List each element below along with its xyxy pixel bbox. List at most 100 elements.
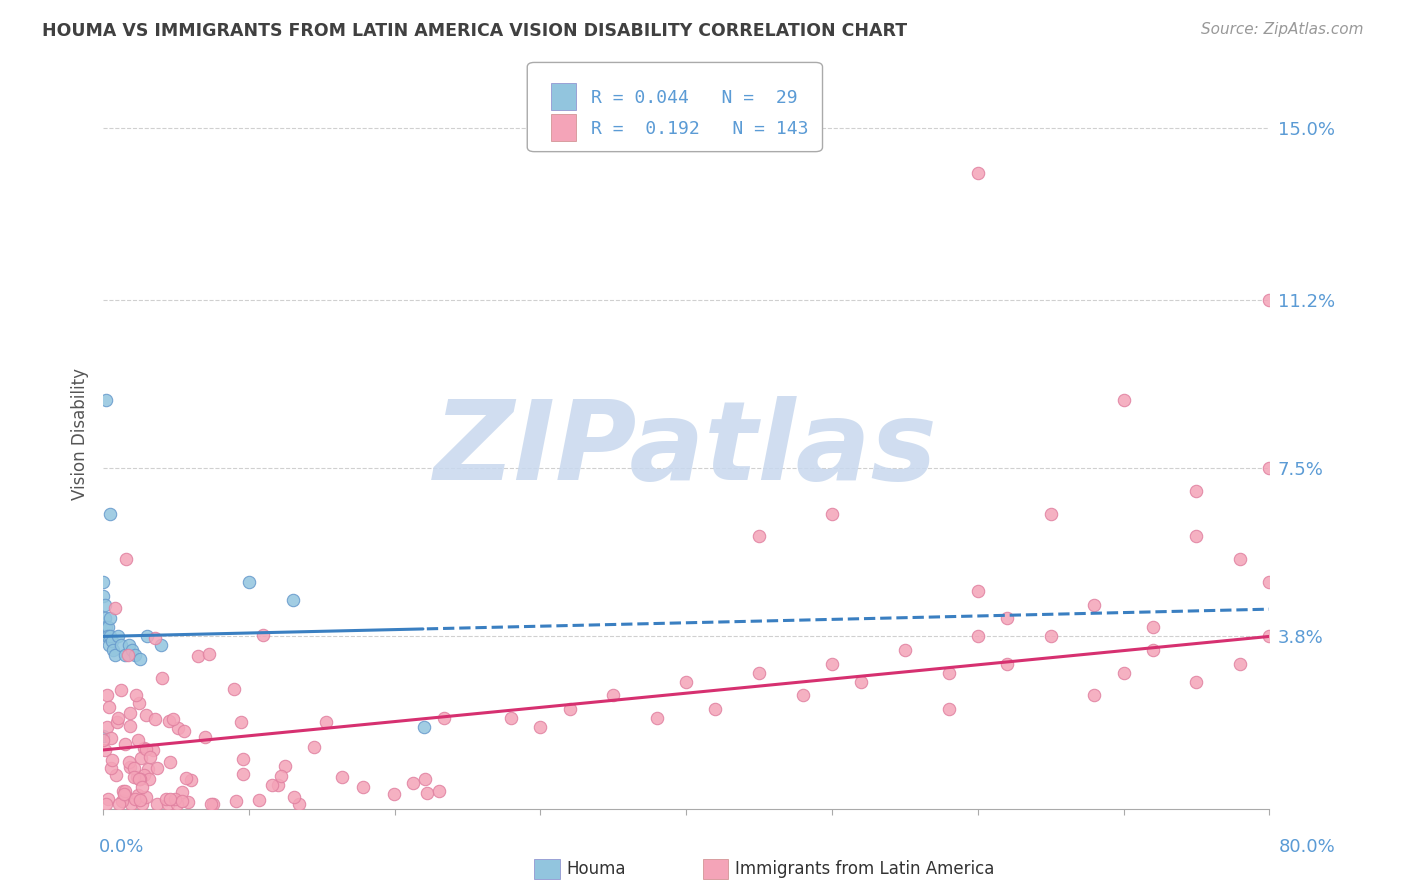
Point (124, 688, 146, 702)
Point (202, 797, 225, 812)
Point (138, 772, 160, 786)
Point (187, 649, 209, 664)
Point (96, 797, 118, 812)
Point (110, 639, 132, 653)
Point (139, 749, 162, 764)
Point (100, 762, 122, 776)
Point (97, 700, 120, 714)
Point (427, 784, 450, 798)
Point (117, 648, 139, 662)
Point (415, 786, 437, 800)
Point (173, 724, 195, 739)
Point (849, 674, 872, 689)
Point (104, 600, 127, 615)
Point (162, 712, 184, 726)
Point (93, 743, 115, 757)
Point (382, 788, 405, 802)
Point (302, 740, 325, 755)
Point (125, 770, 148, 784)
Point (232, 752, 254, 766)
Point (1142, 643, 1164, 657)
Point (200, 797, 222, 812)
Point (91, 732, 114, 747)
Point (1258, 293, 1281, 308)
Point (112, 787, 135, 801)
Point (110, 683, 132, 698)
Point (103, 643, 125, 657)
Point (132, 740, 155, 755)
Point (100, 731, 122, 745)
Text: R =  0.192   N = 143: R = 0.192 N = 143 (591, 120, 808, 138)
Point (1229, 552, 1251, 566)
Point (995, 611, 1018, 625)
Point (128, 696, 150, 710)
Point (283, 790, 305, 805)
Point (118, 706, 141, 720)
Point (894, 643, 917, 657)
Point (1112, 665, 1135, 680)
Point (104, 648, 127, 662)
Point (821, 507, 844, 521)
Point (1258, 574, 1281, 589)
Point (145, 797, 167, 812)
Point (105, 768, 128, 782)
Point (145, 761, 167, 775)
Point (136, 762, 159, 776)
Point (114, 648, 136, 662)
Point (120, 797, 142, 812)
Point (748, 529, 770, 543)
Point (129, 751, 152, 765)
Point (127, 788, 149, 802)
Point (114, 737, 136, 751)
Point (1185, 529, 1208, 543)
Point (281, 593, 304, 607)
Point (1039, 507, 1062, 521)
Point (159, 755, 181, 769)
Point (128, 652, 150, 666)
Text: Immigrants from Latin America: Immigrants from Latin America (735, 860, 994, 878)
Point (1229, 657, 1251, 671)
Point (93, 611, 115, 625)
Point (105, 715, 128, 730)
Point (1112, 393, 1135, 408)
Point (100, 611, 122, 625)
Point (124, 770, 146, 784)
Point (131, 780, 153, 794)
Point (156, 797, 179, 812)
Point (231, 715, 253, 730)
Point (159, 714, 181, 728)
Point (938, 702, 960, 716)
Point (558, 702, 581, 716)
Point (247, 793, 270, 807)
Point (97, 639, 120, 653)
Point (645, 711, 668, 725)
Point (100, 753, 122, 767)
Point (194, 731, 217, 745)
Point (131, 797, 153, 812)
Point (107, 711, 129, 725)
Point (501, 711, 523, 725)
Point (120, 759, 142, 773)
Point (93, 598, 115, 612)
Point (966, 584, 988, 599)
Text: Source: ZipAtlas.com: Source: ZipAtlas.com (1201, 22, 1364, 37)
Point (96, 689, 118, 703)
Point (129, 793, 152, 807)
Point (124, 648, 146, 662)
Point (287, 797, 309, 812)
Point (267, 778, 290, 792)
Point (135, 790, 157, 805)
Point (821, 657, 844, 671)
Point (232, 766, 254, 780)
Point (1185, 674, 1208, 689)
Point (995, 657, 1018, 671)
Point (225, 794, 247, 808)
Point (315, 715, 337, 730)
Text: HOUMA VS IMMIGRANTS FROM LATIN AMERICA VISION DISABILITY CORRELATION CHART: HOUMA VS IMMIGRANTS FROM LATIN AMERICA V… (42, 22, 907, 40)
Point (166, 797, 188, 812)
Point (128, 772, 150, 786)
Point (101, 634, 124, 648)
Point (94, 620, 117, 634)
Point (1185, 484, 1208, 499)
Text: 80.0%: 80.0% (1279, 838, 1336, 856)
